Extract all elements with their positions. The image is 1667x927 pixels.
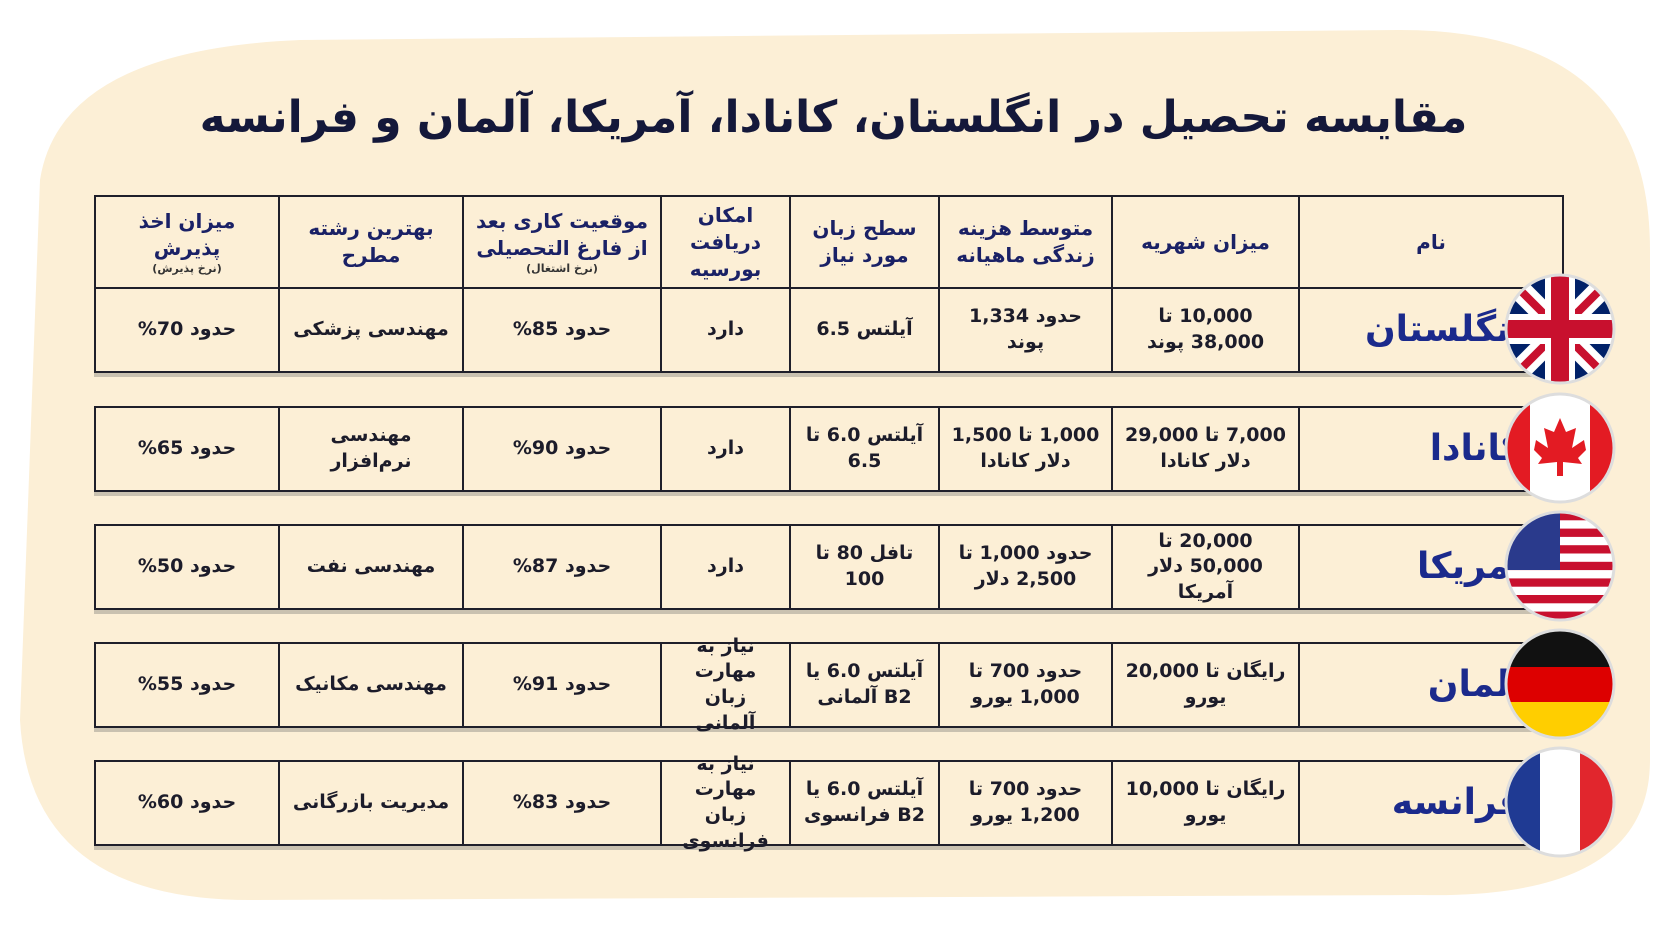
table-cell: رایگان تا 10,000 یورو [1111,760,1300,846]
header-text: امکان دریافت بورسیه [689,202,762,281]
row-shadow [94,492,1562,496]
header-cell: میزان شهریه [1111,195,1300,289]
table-cell: 1,000 تا 1,500 دلار کانادا [938,406,1113,492]
table-cell: آیلتس 6.0 یا B2 فرانسوی [789,760,940,846]
country-name: آمریکا [1298,524,1564,610]
table-cell: آیلتس 6.0 تا 6.5 [789,406,940,492]
row-shadow [94,373,1562,377]
header-text: میزان شهریه [1141,229,1270,254]
header-text: موقعیت کاری بعد از فارغ التحصیلی [476,208,648,260]
table-cell: حدود 91% [462,642,662,728]
country-name: انگلستان [1298,287,1564,373]
table-cell: حدود 65% [94,406,280,492]
row-shadow [94,846,1562,850]
table-cell: 7,000 تا 29,000 دلار کانادا [1111,406,1300,492]
backdrop-blob [20,30,1650,900]
header-text: میزان اخذ پذیرش [138,208,236,260]
table-cell: تافل 80 تا 100 [789,524,940,610]
country-name: آلمان [1298,642,1564,728]
table-cell: دارد [660,524,791,610]
table-cell: نیاز به مهارت زبان آلمانی [660,635,791,734]
table-cell: نیاز به مهارت زبان فرانسوی [660,753,791,852]
title: مقایسه تحصیل در انگلستان، کانادا، آمریکا… [199,92,1468,143]
table-cell: حدود 70% [94,287,280,373]
table-cell: حدود 1,334 پوند [938,287,1113,373]
table-cell: مهندسی مکانیک [278,642,464,728]
table-cell: حدود 700 تا 1,200 یورو [938,760,1113,846]
table-cell: مهندسی نفت [278,524,464,610]
header-cell: سطح زبان مورد نیاز [789,195,940,289]
table-cell: حدود 700 تا 1,000 یورو [938,642,1113,728]
header-cell: بهترین رشته مطرح [278,195,464,289]
table-cell: دارد [660,406,791,492]
header-text: نام [1416,229,1446,254]
table-cell: حدود 55% [94,642,280,728]
country-name: کانادا [1298,406,1564,492]
table-cell: 20,000 تا 50,000 دلار آمریکا [1111,524,1300,610]
header-cell: موقعیت کاری بعد از فارغ التحصیلی (نرخ اشت… [462,195,662,289]
row-shadow [94,728,1562,732]
table-cell: آیلتس 6.5 [789,287,940,373]
table-cell: مهندسی پزشکی [278,287,464,373]
table-cell: 10,000 تا 38,000 پوند [1111,287,1300,373]
table-cell: مهندسی نرم‌افزار [278,406,464,492]
table-cell: آیلتس 6.0 یا B2 آلمانی [789,642,940,728]
header-note: (نرخ اشتغال) [526,261,598,275]
table-cell: مدیریت بازرگانی [278,760,464,846]
header-text: بهترین رشته مطرح [308,216,434,267]
table-cell: حدود 90% [462,406,662,492]
table-cell: حدود 1,000 تا 2,500 دلار [938,524,1113,610]
table-cell: حدود 85% [462,287,662,373]
header-note: (نرخ پذیرش) [152,261,222,275]
row-shadow [94,610,1562,614]
table-cell: رایگان تا 20,000 یورو [1111,642,1300,728]
header-cell: نام [1298,195,1564,289]
header-text: سطح زبان مورد نیاز [812,216,917,267]
header-cell: امکان دریافت بورسیه [660,195,791,289]
table-cell: حدود 83% [462,760,662,846]
header-text: متوسط هزینه زندگی ماهیانه [956,216,1095,267]
table-cell: حدود 87% [462,524,662,610]
header-cell: متوسط هزینه زندگی ماهیانه [938,195,1113,289]
table-cell: حدود 50% [94,524,280,610]
table-cell: حدود 60% [94,760,280,846]
country-name: فرانسه [1298,760,1564,846]
table-cell: دارد [660,287,791,373]
header-cell: میزان اخذ پذیرش (نرخ پذیرش) [94,195,280,289]
